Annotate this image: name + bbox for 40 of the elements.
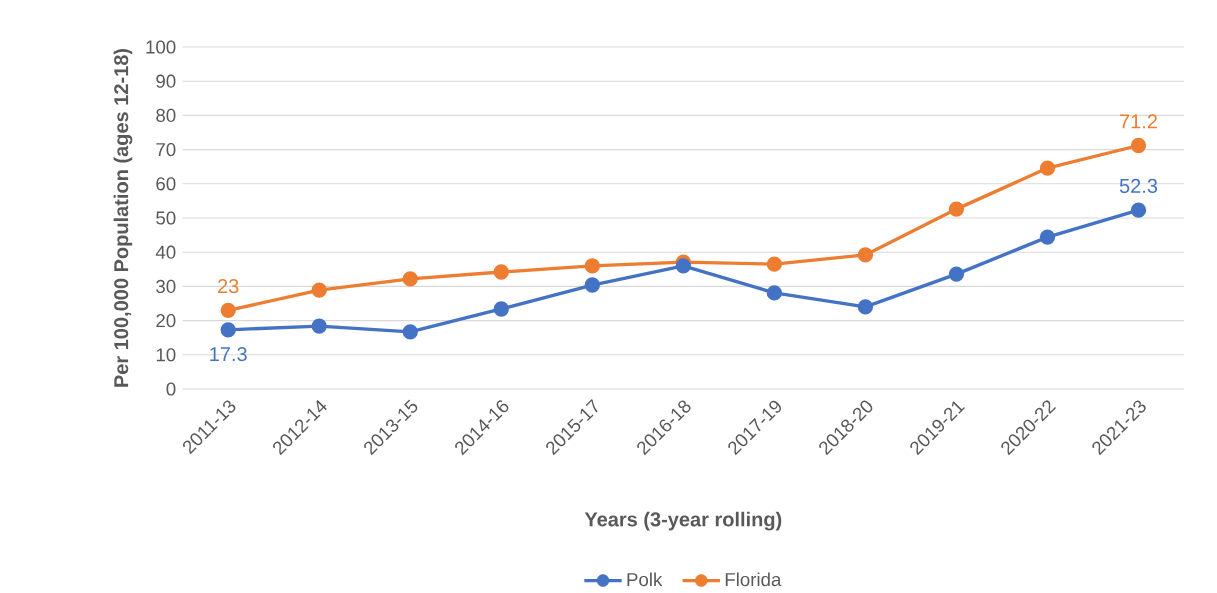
legend-label: Florida	[725, 572, 782, 587]
point	[584, 258, 600, 274]
point	[493, 301, 509, 317]
y-tick-label: 10	[156, 348, 176, 362]
data-label: 71.2	[1120, 114, 1157, 129]
y-tick-label: 90	[156, 74, 176, 88]
y-tick-label: 0	[166, 382, 176, 396]
point	[1130, 137, 1147, 154]
x-axis-title: Years (3-year rolling)	[584, 511, 782, 531]
point	[493, 264, 509, 280]
point	[1039, 160, 1056, 176]
y-axis-title: Per 100,000 Population (ages 12-18)	[113, 48, 133, 387]
point	[857, 299, 874, 315]
point	[948, 266, 965, 282]
y-tick-label: 40	[155, 245, 176, 259]
point	[220, 302, 236, 319]
y-tick-label: 30	[156, 279, 176, 294]
y-tick-label: 20	[156, 313, 176, 328]
point	[311, 282, 327, 298]
data-label: 17.3	[210, 346, 247, 362]
y-tick-label: 70	[156, 142, 176, 157]
legend-label: Polk	[627, 572, 663, 587]
point	[311, 318, 327, 334]
point	[948, 201, 965, 217]
point	[402, 324, 418, 340]
y-tick-label: 60	[156, 177, 176, 191]
point	[766, 256, 783, 272]
point	[675, 258, 692, 274]
point	[857, 247, 874, 263]
point	[766, 285, 783, 301]
y-tick-label: 50	[156, 211, 176, 225]
point	[220, 322, 236, 338]
point	[584, 277, 600, 293]
point	[402, 271, 418, 287]
point	[1130, 202, 1147, 218]
y-tick-label: 80	[156, 108, 176, 123]
y-tick-label: 100	[146, 40, 176, 54]
data-label: 52.3	[1119, 178, 1158, 193]
point	[1039, 229, 1056, 245]
data-label: 23	[218, 279, 239, 294]
